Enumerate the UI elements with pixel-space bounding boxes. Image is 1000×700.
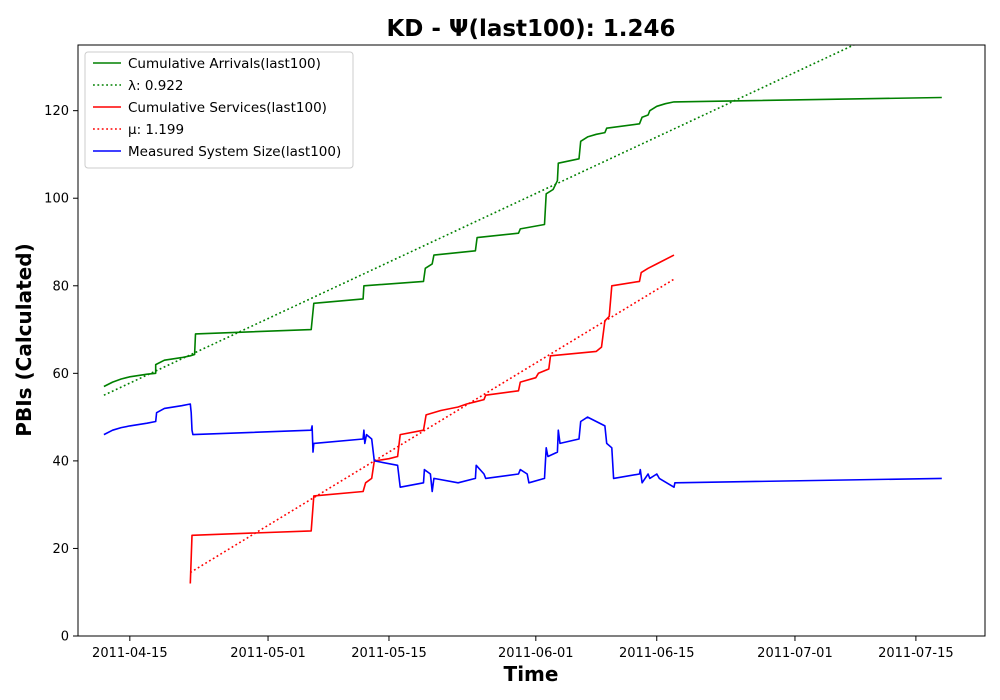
legend-label: Measured System Size(last100) [128,144,341,160]
x-tick-label: 2011-05-01 [230,646,306,661]
x-tick-label: 2011-07-15 [878,646,954,661]
y-tick-label: 80 [52,279,69,294]
y-tick-label: 100 [44,192,69,207]
legend-label: μ: 1.199 [128,122,184,138]
y-axis-label: PBIs (Calculated) [12,243,36,436]
legend-label: λ: 0.922 [128,78,183,94]
y-tick-label: 40 [52,454,69,469]
x-tick-label: 2011-07-01 [757,646,833,661]
x-axis-label: Time [504,662,559,686]
y-tick-label: 20 [52,542,69,557]
y-tick-label: 60 [52,367,69,382]
legend-label: Cumulative Services(last100) [128,100,327,116]
y-tick-label: 0 [61,630,69,645]
x-tick-label: 2011-05-15 [351,646,427,661]
y-tick-label: 120 [44,104,69,119]
legend-label: Cumulative Arrivals(last100) [128,56,321,72]
x-tick-label: 2011-06-15 [619,646,695,661]
legend: Cumulative Arrivals(last100) λ: 0.922 Cumu… [85,52,353,168]
x-tick-label: 2011-06-01 [498,646,574,661]
x-tick-label: 2011-04-15 [92,646,168,661]
chart-title: KD - Ψ(last100): 1.246 [386,16,675,42]
